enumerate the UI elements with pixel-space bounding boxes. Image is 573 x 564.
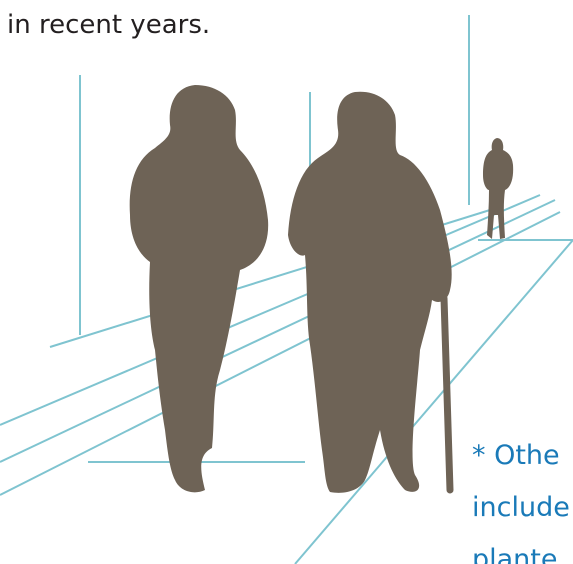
intro-text: in recent years. xyxy=(7,10,211,40)
note-line: include xyxy=(472,492,570,523)
guide-line xyxy=(0,194,541,426)
distant-silhouette xyxy=(483,138,514,239)
cane xyxy=(440,294,454,494)
note-line: * Othe xyxy=(472,440,560,471)
guide-line xyxy=(294,239,573,564)
guide-line xyxy=(0,199,556,463)
guide-lines xyxy=(0,15,573,564)
guide-line xyxy=(0,211,561,496)
walker-silhouette xyxy=(129,85,269,493)
elder-silhouette xyxy=(288,91,452,493)
note-line: plante xyxy=(472,544,558,564)
